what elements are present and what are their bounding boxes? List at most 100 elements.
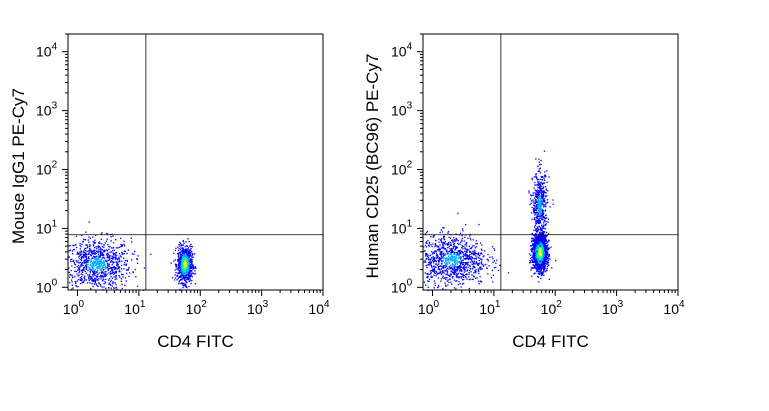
event-dot xyxy=(78,269,80,271)
event-dot xyxy=(85,263,88,265)
event-dot xyxy=(186,267,189,269)
event-dot xyxy=(462,267,464,269)
event-dot xyxy=(495,262,497,264)
x-tick-label: 100 xyxy=(418,299,440,317)
event-dot xyxy=(540,259,543,262)
event-dot xyxy=(536,242,538,244)
event-dot xyxy=(546,181,548,183)
event-dot xyxy=(181,269,183,271)
event-dot xyxy=(444,243,446,245)
event-dot xyxy=(88,221,90,223)
event-dot xyxy=(450,273,452,275)
event-dot xyxy=(440,257,442,259)
event-dot xyxy=(538,273,541,275)
event-dot xyxy=(531,212,533,214)
event-dot xyxy=(530,202,532,204)
event-dot xyxy=(191,258,193,260)
event-dot xyxy=(80,251,82,253)
event-dot xyxy=(450,251,452,253)
event-dot xyxy=(454,245,456,248)
event-dot xyxy=(545,217,547,219)
event-dot xyxy=(99,269,101,271)
x-tick-label: 103 xyxy=(602,299,624,317)
event-dot xyxy=(437,246,439,248)
event-dot xyxy=(462,248,464,250)
event-dot xyxy=(180,254,182,256)
event-dot xyxy=(108,272,110,274)
event-dot xyxy=(459,249,461,251)
event-dot xyxy=(431,245,433,248)
event-dot xyxy=(541,262,543,264)
event-dot xyxy=(535,238,537,241)
event-dot xyxy=(478,263,480,265)
event-dot xyxy=(532,237,534,240)
event-dot xyxy=(112,281,114,283)
event-dot xyxy=(116,254,118,257)
event-dot xyxy=(433,235,435,237)
event-dot xyxy=(533,249,535,251)
event-dot xyxy=(538,248,540,251)
event-dot xyxy=(532,264,534,266)
event-dot xyxy=(192,267,194,269)
event-dot xyxy=(539,178,541,181)
event-dot xyxy=(451,251,454,253)
event-dot xyxy=(97,279,99,282)
event-dot xyxy=(493,267,495,269)
event-dot xyxy=(541,213,543,215)
event-dot xyxy=(453,252,455,255)
event-dot xyxy=(101,269,103,271)
event-dot xyxy=(547,259,549,261)
event-dot xyxy=(458,266,461,268)
event-dot xyxy=(426,254,428,256)
event-dot xyxy=(542,196,545,198)
event-dot xyxy=(467,257,469,260)
event-dot xyxy=(531,249,533,251)
event-dot xyxy=(542,272,544,274)
event-dot xyxy=(542,239,544,241)
event-dot xyxy=(87,266,89,268)
y-axis-label: Mouse IgG1 PE-Cy7 xyxy=(9,88,28,244)
event-dot xyxy=(178,241,181,244)
event-dot xyxy=(110,267,112,269)
event-dot xyxy=(101,251,103,253)
event-dot xyxy=(533,273,535,275)
event-dot xyxy=(182,272,184,274)
event-dot xyxy=(464,276,467,278)
event-dot xyxy=(93,263,95,265)
event-dot xyxy=(538,187,540,189)
event-dot xyxy=(536,203,539,205)
event-dot xyxy=(536,193,539,195)
event-dot xyxy=(94,278,96,280)
event-dot xyxy=(544,176,546,178)
event-dot xyxy=(542,247,545,249)
event-dot xyxy=(189,266,191,268)
event-dot xyxy=(175,264,177,266)
event-dot xyxy=(185,251,187,253)
event-dot xyxy=(540,272,543,274)
event-dot xyxy=(90,288,92,290)
event-dot xyxy=(535,201,537,203)
event-dot xyxy=(452,265,454,268)
event-dot xyxy=(181,256,183,258)
event-dot xyxy=(543,268,546,270)
event-dot xyxy=(450,270,452,272)
event-dot xyxy=(489,256,491,258)
event-dot xyxy=(180,264,182,266)
event-dot xyxy=(115,270,117,272)
event-dot xyxy=(446,277,448,279)
event-dot xyxy=(431,266,433,268)
event-dot xyxy=(540,175,542,178)
event-dot xyxy=(95,252,97,254)
event-dot xyxy=(545,236,547,238)
event-dot xyxy=(428,244,430,246)
event-dot xyxy=(472,253,474,255)
event-dot xyxy=(185,257,187,259)
event-dot xyxy=(452,257,454,259)
event-dot xyxy=(540,243,542,245)
event-dot xyxy=(126,252,128,255)
event-dot xyxy=(454,264,456,266)
event-dot xyxy=(95,234,97,236)
event-dot xyxy=(181,248,184,250)
event-dot xyxy=(91,280,93,282)
event-dot xyxy=(463,274,465,277)
